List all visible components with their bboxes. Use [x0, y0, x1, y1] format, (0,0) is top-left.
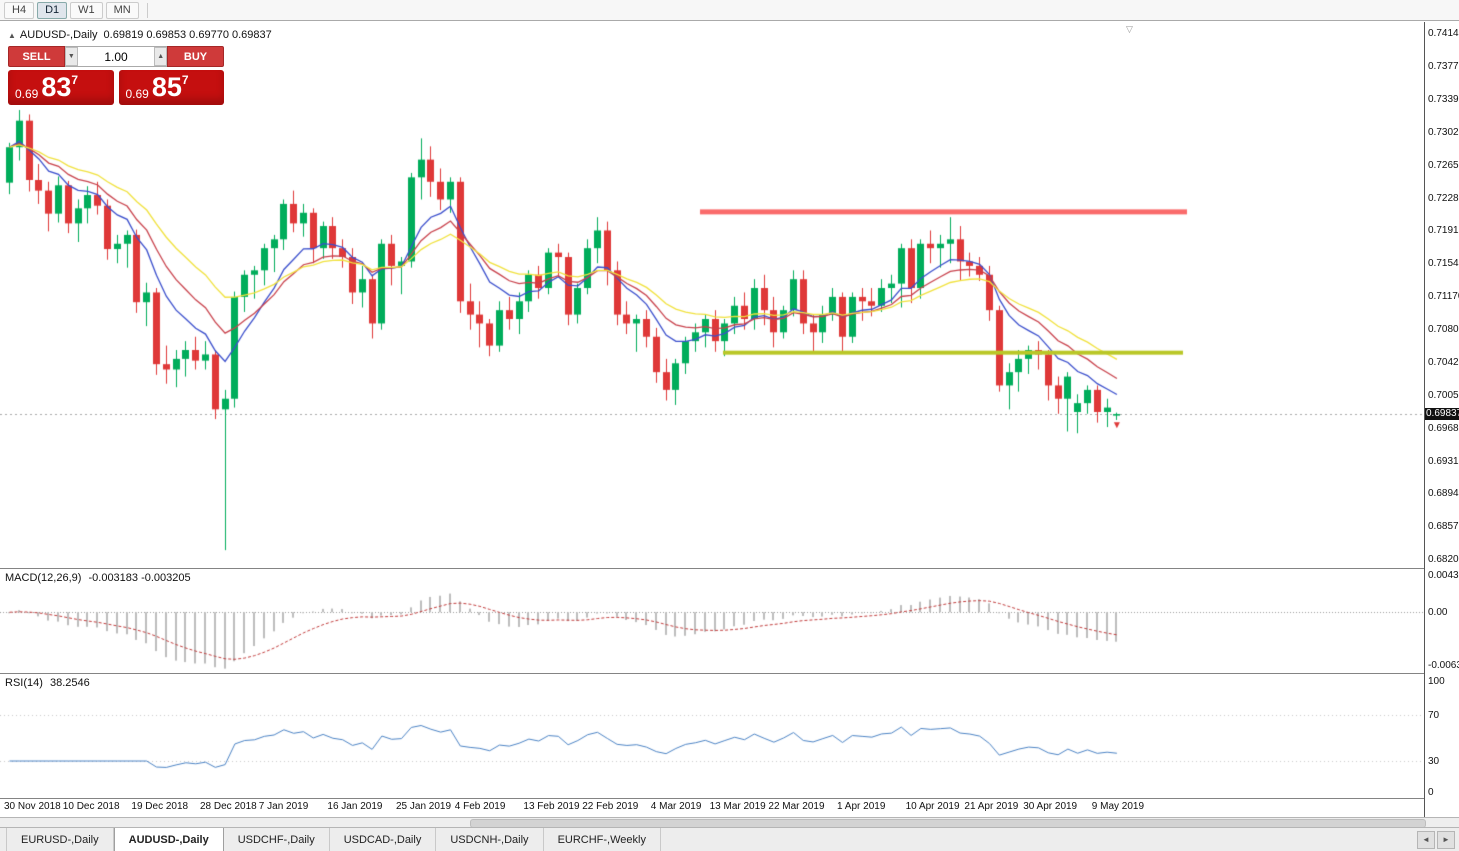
rsi-axis-label: 100	[1428, 676, 1445, 687]
date-axis-label: 1 Apr 2019	[837, 801, 886, 812]
rsi-axis-label: 30	[1428, 755, 1440, 767]
symbol-tab-eurchf[interactable]: EURCHF-,Weekly	[544, 828, 661, 851]
panel-separator[interactable]	[0, 673, 1459, 674]
timeframe-button-mn[interactable]: MN	[105, 1, 139, 19]
chart-shift-marker-icon[interactable]: ▽	[1126, 24, 1133, 34]
axis-underline	[0, 817, 1459, 818]
rsi-label: RSI(14) 38.2546	[5, 677, 90, 689]
volume-increase-icon[interactable]: ▲	[154, 47, 168, 66]
toolbar-separator	[146, 2, 148, 18]
macd-values: -0.003183 -0.003205	[88, 572, 191, 584]
date-axis[interactable]: 30 Nov 2018 10 Dec 2018 19 Dec 2018 28 Dec …	[0, 799, 1424, 817]
panel-separator[interactable]	[0, 568, 1459, 569]
date-axis-label: 10 Apr 2019	[905, 801, 960, 812]
date-axis-label: 22 Feb 2019	[582, 801, 639, 812]
chart-tab-bar: EURUSD-,Daily AUDUSD-,Daily USDCHF-,Daily U…	[0, 827, 1459, 851]
symbol-tab-usdchf[interactable]: USDCHF-,Daily	[224, 828, 330, 851]
chart-header: ▲ AUDUSD-,Daily 0.69819 0.69853 0.69770 0.…	[8, 29, 272, 41]
date-axis-label: 19 Dec 2018	[131, 801, 189, 812]
date-axis-label: 30 Apr 2019	[1023, 801, 1078, 812]
timeframe-button-h4[interactable]: H4	[4, 1, 35, 19]
quote-tiles-row: 0.69 83 7 0.69 85 7	[8, 70, 224, 105]
symbol-tab-eurusd[interactable]: EURUSD-,Daily	[6, 828, 114, 851]
ask-price-point: 7	[181, 73, 189, 87]
timeframe-button-group: H4 D1 W1 MN	[4, 1, 142, 19]
macd-label: MACD(12,26,9) -0.003183 -0.003205	[5, 572, 191, 584]
panel-separator	[0, 798, 1459, 799]
macd-axis-label: 0.00	[1428, 607, 1448, 619]
buy-button[interactable]: BUY	[167, 46, 224, 67]
date-axis-label: 4 Mar 2019	[650, 801, 702, 812]
date-axis-label: 7 Jan 2019	[258, 801, 309, 812]
volume-input[interactable]	[77, 47, 155, 66]
tab-scroll-left-icon[interactable]: ◄	[1417, 830, 1435, 849]
chart-tabs: EURUSD-,Daily AUDUSD-,Daily USDCHF-,Daily U…	[6, 828, 661, 851]
date-axis-label: 4 Feb 2019	[454, 801, 506, 812]
date-axis-label: 13 Feb 2019	[523, 801, 580, 812]
horizontal-scrollbar[interactable]	[0, 818, 1459, 828]
ask-price-pips: 85	[151, 72, 182, 102]
tab-scroll-right-icon[interactable]: ►	[1437, 830, 1455, 849]
rsi-axis-label: 0	[1428, 787, 1434, 798]
current-price-tag: 0.69837	[1425, 408, 1459, 421]
ask-price-tile[interactable]: 0.69 85 7	[118, 70, 224, 105]
date-axis-label: 21 Apr 2019	[964, 801, 1019, 812]
date-axis-label: 25 Jan 2019	[396, 801, 452, 812]
date-axis-label: 13 Mar 2019	[709, 801, 766, 812]
date-axis-label: 28 Dec 2018	[200, 801, 257, 812]
symbol-tab-audusd[interactable]: AUDUSD-,Daily	[113, 828, 224, 851]
macd-axis-label: -0.00637	[1428, 660, 1459, 671]
bid-price-pips: 83	[41, 72, 72, 102]
macd-indicator-chart[interactable]	[0, 569, 1424, 673]
one-click-trade-panel: SELL ▼ ▲ BUY 0.69 83 7 0.69 85 7	[8, 46, 224, 105]
date-axis-label: 9 May 2019	[1091, 801, 1145, 812]
rsi-name: RSI(14)	[5, 677, 43, 689]
bid-price-prefix: 0.69	[15, 87, 39, 101]
macd-name: MACD(12,26,9)	[5, 572, 82, 584]
macd-axis-label: 0.004331	[1428, 570, 1459, 581]
chart-ohlc-values: 0.69819 0.69853 0.69770 0.69837	[103, 29, 272, 41]
date-axis-label: 30 Nov 2018	[4, 801, 61, 812]
date-axis-label: 22 Mar 2019	[768, 801, 825, 812]
timeframe-button-w1[interactable]: W1	[70, 1, 103, 19]
chart-symbol-title: AUDUSD-,Daily	[19, 29, 98, 41]
date-axis-label: 10 Dec 2018	[62, 801, 120, 812]
volume-dropdown-icon[interactable]: ▼	[65, 47, 78, 66]
rsi-axis-label: 70	[1428, 710, 1440, 722]
bid-price-point: 7	[71, 73, 79, 87]
ask-price-prefix: 0.69	[125, 87, 149, 101]
symbol-tab-usdcnh[interactable]: USDCNH-,Daily	[436, 828, 544, 851]
sell-button[interactable]: SELL	[8, 46, 65, 67]
trade-controls-row: SELL ▼ ▲ BUY	[8, 46, 224, 67]
timeframe-toolbar: H4 D1 W1 MN	[0, 0, 1459, 21]
volume-control: ▼ ▲	[65, 46, 168, 67]
tab-scroll-arrows: ◄ ►	[1417, 828, 1459, 851]
bid-price-tile[interactable]: 0.69 83 7	[8, 70, 114, 105]
collapse-panel-icon[interactable]: ▲	[8, 31, 16, 40]
rsi-value: 38.2546	[49, 677, 90, 689]
rsi-indicator-chart[interactable]	[0, 674, 1424, 798]
date-axis-label: 16 Jan 2019	[327, 801, 383, 812]
symbol-tab-usdcad[interactable]: USDCAD-,Daily	[330, 828, 437, 851]
main-price-chart[interactable]	[0, 22, 1424, 568]
timeframe-button-d1[interactable]: D1	[37, 1, 68, 19]
